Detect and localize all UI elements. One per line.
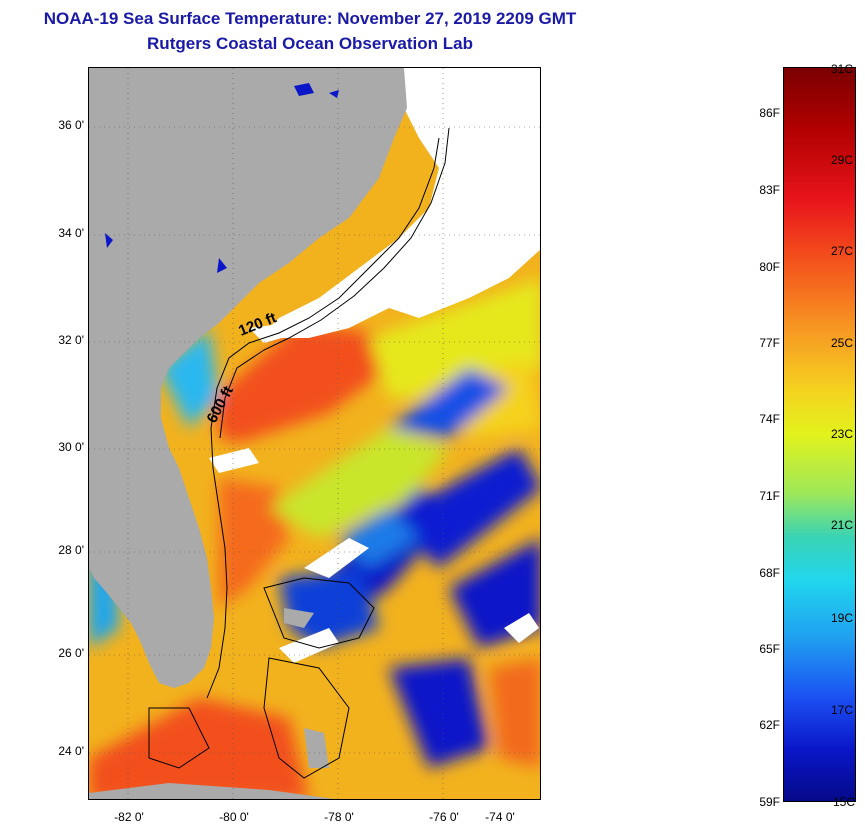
temperature-colorbar	[783, 67, 856, 802]
coastal-cyan	[159, 328, 219, 428]
lon-label-78: -78 0'	[324, 810, 354, 824]
colorbar-f-86: 86F	[759, 106, 780, 120]
lat-label-24: 24 0'	[58, 744, 84, 758]
sst-imagery: 120 ft 600 ft	[89, 68, 540, 799]
colorbar-f-68: 68F	[759, 566, 780, 580]
gulf-stream-warm	[214, 323, 389, 443]
colorbar-c-19: 19C	[831, 611, 854, 625]
lat-label-32: 32 0'	[58, 333, 84, 347]
colorbar-f-74: 74F	[759, 412, 780, 426]
colorbar-c-23: 23C	[831, 427, 854, 441]
depth-contours	[148, 127, 450, 779]
map-subtitle: Rutgers Coastal Ocean Observation Lab	[147, 34, 473, 53]
land-bahamas-1	[284, 608, 314, 628]
colorbar-f-71: 71F	[759, 489, 780, 503]
colorbar-c-21: 21C	[831, 518, 854, 532]
colorbar-f-77: 77F	[759, 336, 780, 350]
lon-label-80: -80 0'	[219, 810, 249, 824]
cold-north-ridge	[389, 368, 509, 438]
gulf-stream-warm-south	[219, 478, 289, 608]
colorbar-c-31: 31C	[831, 62, 854, 76]
sst-map[interactable]: 120 ft 600 ft	[88, 67, 541, 800]
colorbar-f-65: 65F	[759, 642, 780, 656]
map-title: NOAA-19 Sea Surface Temperature: Novembe…	[43, 9, 577, 28]
colorbar-c-27: 27C	[831, 244, 854, 258]
land-bahamas-2	[304, 728, 329, 768]
colorbar-f-59: 59F	[759, 795, 780, 809]
lon-label-76: -76 0'	[429, 810, 459, 824]
lat-label-36: 36 0'	[58, 118, 84, 132]
lat-label-34: 34 0'	[58, 226, 84, 240]
east-warm	[489, 658, 540, 768]
lat-label-26: 26 0'	[58, 646, 84, 660]
graticule	[89, 68, 540, 799]
lon-label-82: -82 0'	[114, 810, 144, 824]
land-gulf-coast	[89, 448, 99, 488]
colorbar-c-25: 25C	[831, 336, 854, 350]
gulf-warm-bottom	[89, 698, 309, 799]
lon-label-74: -74 0'	[485, 810, 515, 824]
green-band	[269, 428, 449, 538]
colorbar-f-80: 80F	[759, 260, 780, 274]
lat-label-28: 28 0'	[58, 543, 84, 557]
colorbar-f-83: 83F	[759, 183, 780, 197]
colorbar-c-29: 29C	[831, 153, 854, 167]
colorbar-c-17: 17C	[831, 703, 854, 717]
cold-filament-2	[389, 448, 540, 568]
colorbar-c-15: 15C	[833, 795, 856, 809]
colorbar-f-62: 62F	[759, 718, 780, 732]
land-cuba	[89, 783, 335, 799]
cold-south	[389, 658, 489, 768]
land-mass	[89, 68, 407, 688]
lat-label-30: 30 0'	[58, 440, 84, 454]
